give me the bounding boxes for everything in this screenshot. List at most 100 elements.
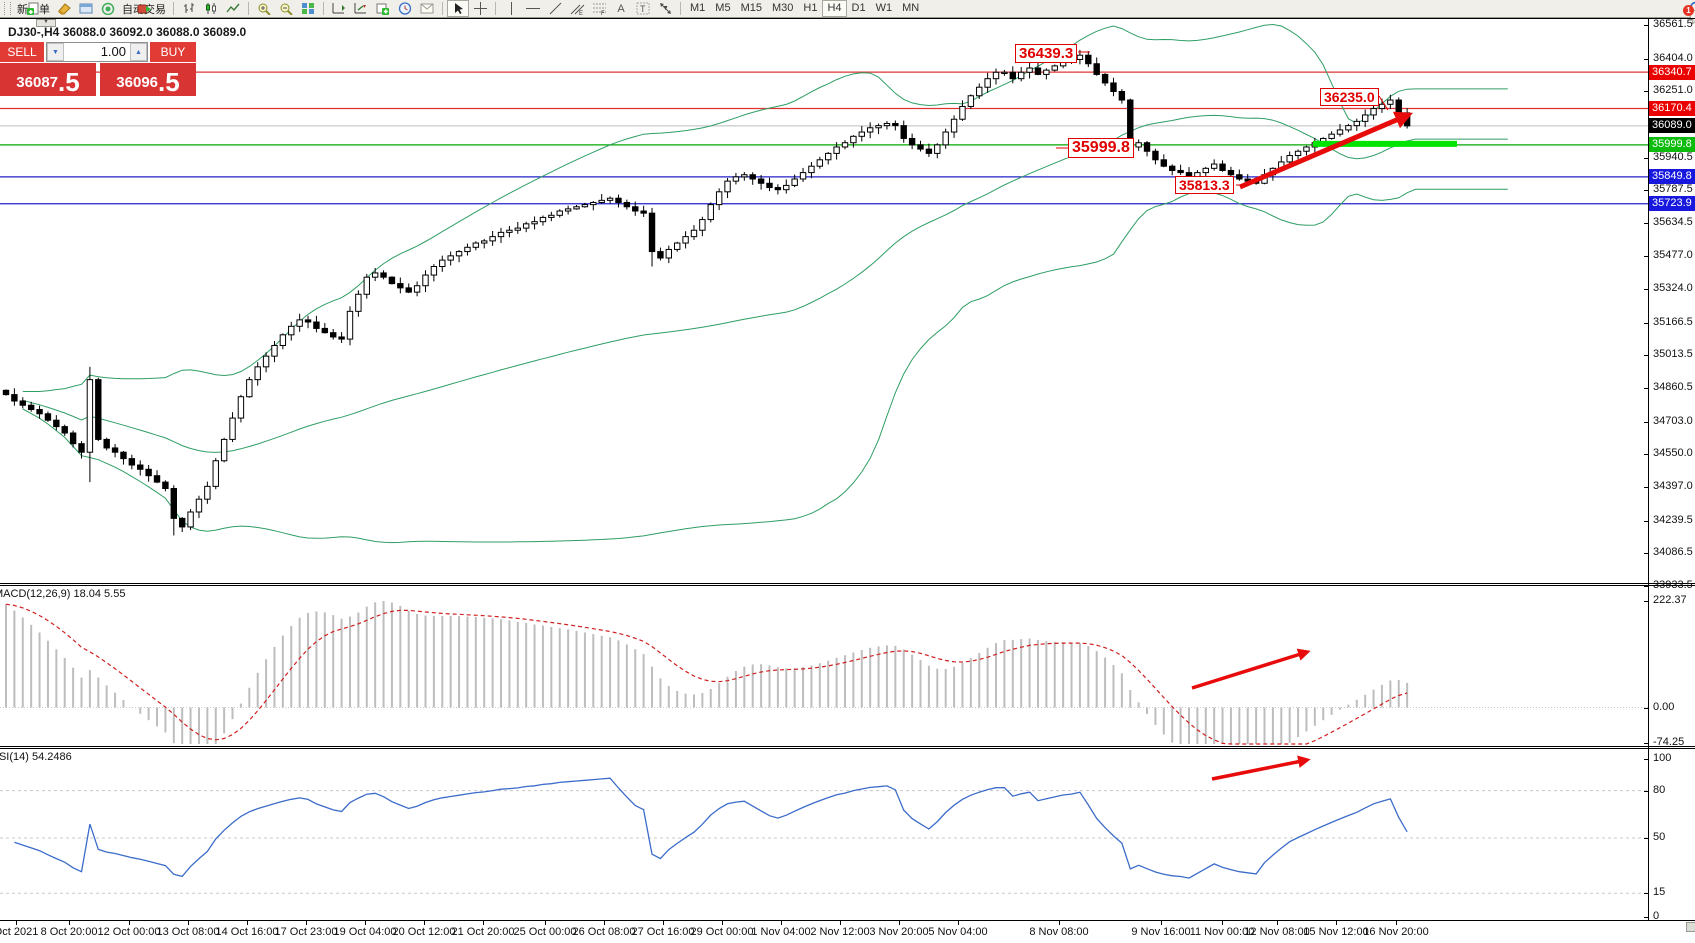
price-axis-tick [1644,25,1649,26]
date-axis-label: 21 Oct 20:00 [451,926,515,938]
price-badge: 36340.7 [1649,64,1695,80]
line-chart-button[interactable] [223,1,243,16]
date-axis-label: 3 Nov 20:00 [869,926,929,938]
macd-splitter-top[interactable] [0,583,1695,584]
toolbar-separator [680,2,681,15]
svg-text:F: F [601,11,605,15]
date-axis-label: 27 Oct 16:00 [631,926,695,938]
date-axis-tick [840,921,841,925]
candle-chart-button[interactable] [201,1,221,16]
date-axis-tick [899,921,900,925]
date-axis-tick [424,921,425,925]
zoom-in-button[interactable] [254,1,274,16]
candles [2,49,1411,536]
volume-value[interactable]: 1.00 [100,44,126,59]
new-order-button[interactable]: 新订单 [15,1,52,16]
price-chart[interactable] [0,18,1648,583]
macd-panel[interactable] [0,586,1648,746]
rsi-axis-label: 0 [1653,910,1660,922]
text-tool-button[interactable]: A [617,2,625,15]
autotrade-button[interactable]: 自动交易 [120,1,168,16]
rsi-splitter-top[interactable] [0,746,1695,747]
date-axis-tick [188,921,189,925]
macd-splitter-bottom[interactable] [0,585,1695,586]
price-axis-tick [1644,322,1649,324]
period-button[interactable]: ▼ [395,1,415,16]
toolbar: 新订单 自动交易 [0,0,1695,24]
templates-button[interactable]: ▼ [417,1,437,16]
rsi-axis-tick [1644,917,1649,918]
price-axis-tick-label: 35634.5 [1653,215,1693,228]
market-depth-button[interactable] [76,1,96,16]
price-callout[interactable]: 35999.8 [1068,138,1134,158]
price-badge: 36170.4 [1649,100,1695,116]
timeframe-m30[interactable]: M30 [771,2,794,14]
macd-axis-tick [1644,601,1649,603]
svg-text:T: T [640,4,646,14]
price-badge: 35723.9 [1649,196,1695,212]
toolbar-grip[interactable] [4,2,11,15]
rsi-axis-tick [1644,893,1649,895]
rsi-label: RSI(14) 54.2486 [0,751,72,763]
timeframe-mn[interactable]: MN [902,2,920,14]
price-callout[interactable]: 35813.3 [1175,176,1234,194]
price-axis-tick-label: 34860.5 [1653,381,1693,394]
crosshair-tool-button[interactable] [470,1,490,16]
zoom-out-button[interactable] [276,1,296,16]
price-axis-line [1648,18,1649,921]
date-axis-tick [781,921,782,925]
trendline-tool-button[interactable] [545,1,565,16]
price-callout[interactable]: 36235.0 [1320,88,1379,106]
date-axis-label: 20 Oct 12:00 [392,926,456,938]
price-axis-tick-label: 35013.5 [1653,348,1693,361]
profiles-button[interactable] [329,1,349,16]
vline-tool-button[interactable] [501,1,521,16]
channel-tool-button[interactable]: E [567,1,587,16]
price-axis-tick-label: 36251.0 [1653,84,1693,97]
rsi-splitter-bottom[interactable] [0,748,1695,749]
rsi-panel[interactable] [0,749,1648,920]
buy-price[interactable]: 36096.5 [100,63,196,96]
rsi-axis-tick [1644,759,1649,760]
timeframe-w1[interactable]: W1 [875,2,893,14]
date-axis-tick [663,921,664,925]
sell-price[interactable]: 36087.5 [0,63,96,96]
signals-button[interactable] [98,1,118,16]
tile-windows-button[interactable] [298,1,318,16]
price-axis-tick-label: 33933.5 [1653,578,1693,591]
timeframe-h1[interactable]: H1 [803,2,818,14]
price-axis-tick [1644,585,1649,587]
hline-tool-button[interactable] [523,1,543,16]
date-axis-tick [1277,921,1278,925]
tile-windows-icon [302,3,314,14]
arrows-tool-button[interactable]: ▼ [655,1,675,16]
macd-axis-label: 0.00 [1653,700,1675,713]
chart-title: DJ30-,H4 36088.0 36092.0 36088.0 36089.0 [8,25,247,39]
add-indicator-button[interactable]: ▼ [373,1,393,16]
volume-down-button[interactable]: ▼ [47,43,64,61]
label-tool-button[interactable]: T [633,1,653,16]
date-axis-label: 5 Nov 04:00 [928,926,988,938]
date-axis-tick [545,921,546,925]
fibonacci-tool-button[interactable]: F [589,1,609,16]
sell-button[interactable]: SELL [0,42,46,62]
eraser-button[interactable] [54,1,74,16]
date-axis-label: 8 Oct 20:00 [40,926,98,938]
trade-panel-collapse-tab[interactable]: ▼ [36,19,56,27]
timeframe-m5[interactable]: M5 [715,2,731,14]
zoom-in-icon [258,3,271,15]
bar-chart-button[interactable] [179,1,199,16]
bar-chart-icon [183,3,194,13]
timeframe-m1[interactable]: M1 [690,2,706,14]
date-axis-tick [483,921,484,925]
price-axis-tick-label: 34239.5 [1653,513,1693,526]
timeframe-d1[interactable]: D1 [851,2,866,14]
volume-up-button[interactable]: ▲ [130,43,147,61]
cursor-tool-button[interactable] [447,0,469,17]
scroll-grip[interactable] [1686,922,1695,932]
timeframe-m15[interactable]: M15 [740,2,762,14]
timeframe-h4[interactable]: H4 [822,0,847,17]
buy-button[interactable]: BUY [148,42,196,62]
step-forward-button[interactable] [351,1,371,16]
price-callout[interactable]: 36439.3 [1015,44,1078,63]
